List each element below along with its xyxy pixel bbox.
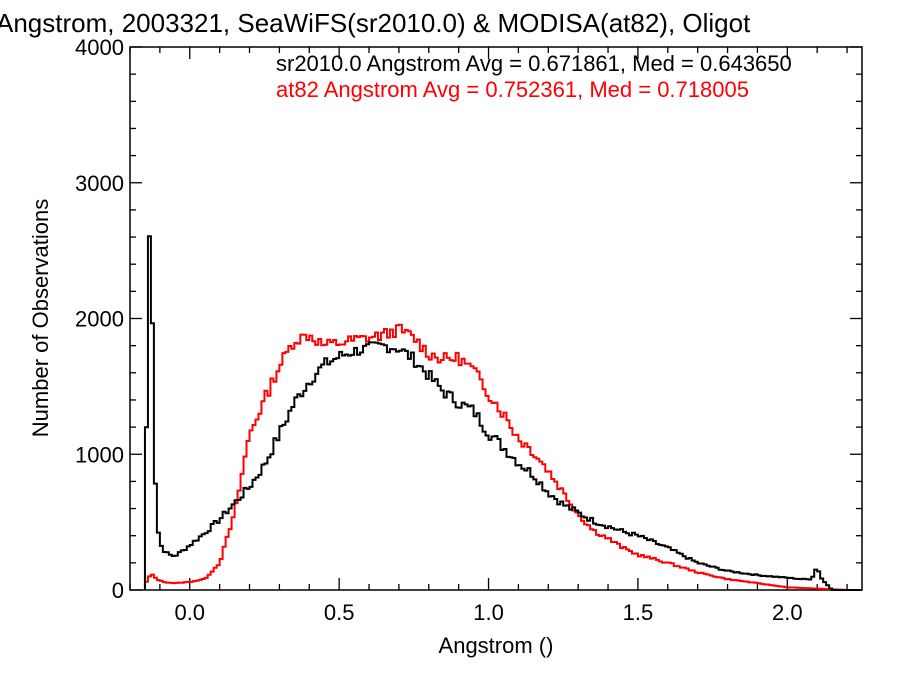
y-axis-label: Number of Observations — [28, 199, 53, 437]
x-tick-labels: 0.0 0.5 1.0 1.5 2.0 — [174, 600, 802, 625]
x-tick-label: 0.0 — [174, 600, 205, 625]
x-tick-label: 0.5 — [324, 600, 355, 625]
legend-entry-at82: at82 Angstrom Avg = 0.752361, Med = 0.71… — [276, 77, 749, 102]
y-tick-label: 3000 — [75, 171, 124, 196]
y-tick-labels: 0 1000 2000 3000 4000 — [75, 35, 124, 603]
axis-ticks — [129, 46, 862, 591]
x-axis-label: Angstrom () — [439, 633, 554, 658]
x-tick-label: 2.0 — [772, 600, 803, 625]
chart-title: Angstrom, 2003321, SeaWiFS(sr2010.0) & M… — [0, 8, 751, 38]
series-line-at82 — [143, 323, 862, 591]
x-tick-label: 1.5 — [623, 600, 654, 625]
y-tick-label: 0 — [112, 578, 124, 603]
series-line-sr2010-0 — [143, 235, 862, 591]
series-layer — [143, 235, 862, 591]
plot-area-frame — [129, 46, 863, 591]
legend-entry-sr2010: sr2010.0 Angstrom Avg = 0.671861, Med = … — [276, 51, 792, 76]
y-tick-label: 1000 — [75, 442, 124, 467]
y-tick-label: 2000 — [75, 307, 124, 332]
x-tick-label: 1.0 — [473, 600, 504, 625]
y-tick-label: 4000 — [75, 35, 124, 60]
